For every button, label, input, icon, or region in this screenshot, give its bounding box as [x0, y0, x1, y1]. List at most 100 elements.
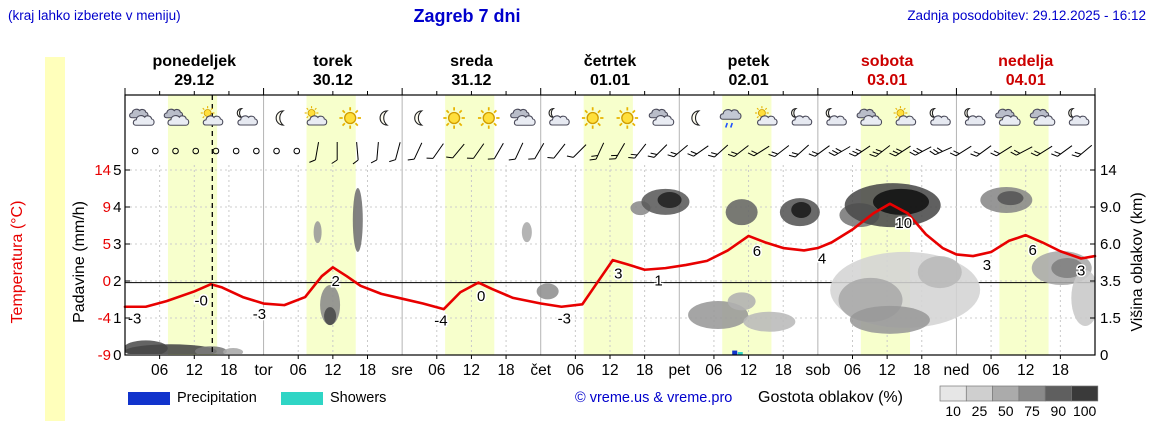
cloud-blob	[727, 292, 756, 311]
moon-cloud-icon	[790, 107, 813, 126]
wind-barb-icon	[768, 145, 790, 158]
wind-barb-icon	[727, 145, 749, 158]
wind-barb-icon	[687, 145, 709, 157]
density-tick-label: 90	[1051, 403, 1067, 419]
precip-bar	[737, 352, 743, 355]
sun-icon	[477, 107, 500, 129]
wind-barb-icon	[788, 144, 810, 158]
cloud-height-axis-tick: 1.5	[1100, 310, 1121, 327]
weather-icons	[129, 106, 1090, 129]
wind-barb-icon	[331, 142, 338, 164]
calm-wind-icon	[131, 147, 139, 155]
precipitation-swatch	[128, 392, 170, 405]
temperature-value-label: 10	[895, 215, 912, 232]
x-axis-label: 18	[1052, 362, 1069, 379]
temperature-value-label: -0	[195, 292, 208, 309]
wind-barbs	[131, 141, 1093, 165]
sun-icon	[581, 107, 604, 129]
sun-icon	[616, 107, 639, 129]
day-date: 04.01	[1006, 72, 1046, 89]
temperature-line	[123, 202, 1097, 311]
cloud-layer	[125, 183, 1095, 354]
cloud-blob	[521, 222, 532, 243]
temp-axis-tick: 14	[94, 162, 111, 179]
precipitation-label: Precipitation	[177, 390, 257, 406]
credit-link[interactable]: © vreme.us & vreme.pro	[575, 390, 733, 406]
page-title: Zagreb 7 dni	[413, 6, 521, 26]
wind-barb-icon	[487, 142, 504, 160]
day-name: nedelja	[998, 53, 1053, 70]
temperature-value-label: 0	[477, 288, 485, 305]
wind-barb-icon	[528, 142, 545, 160]
cloud-blob	[997, 191, 1024, 206]
calm-wind-icon	[152, 147, 159, 155]
axis-ticks	[124, 88, 1096, 359]
wind-barb-icon	[547, 143, 566, 159]
temp-axis-tick: -4	[98, 310, 111, 327]
cloud-blob	[1071, 270, 1095, 327]
cloud-blob	[791, 201, 812, 218]
temp-axis-tick: 0	[103, 273, 111, 290]
wind-barb-icon	[747, 145, 770, 157]
clouds-icon	[510, 108, 536, 126]
cloud-height-axis-tick: 9.0	[1100, 199, 1121, 216]
sun-cloud-icon	[200, 106, 224, 126]
wind-barb-icon	[466, 143, 485, 159]
day-date: 01.01	[590, 72, 630, 89]
x-axis-label: 12	[601, 362, 618, 379]
temperature-value-label: 6	[753, 243, 761, 260]
density-cell	[939, 385, 967, 402]
location-hint: (kraj lahko izberete v meniju)	[8, 8, 181, 23]
cloud-blob	[743, 311, 796, 332]
moon-icon	[379, 110, 389, 126]
density-tick-label: 10	[945, 403, 961, 419]
wind-barb-icon	[628, 143, 647, 159]
wind-barb-icon	[990, 145, 1012, 157]
x-axis-label: 12	[879, 362, 896, 379]
wind-barb-icon	[929, 146, 952, 156]
temp-axis-tick: 9	[103, 199, 111, 216]
calm-wind-icon	[293, 147, 301, 155]
temperature-value-label: 6	[1028, 242, 1036, 259]
wind-barb-icon	[667, 144, 688, 158]
x-axis-label: 06	[151, 362, 168, 379]
wind-barb-icon	[370, 141, 379, 164]
sun-icon	[339, 107, 361, 129]
temp-axis-tick: 5	[103, 236, 111, 253]
x-axis-label: 12	[324, 362, 341, 379]
wind-barb-icon	[426, 143, 444, 159]
sun-icon	[443, 107, 465, 129]
calm-wind-icon	[212, 147, 220, 155]
density-tick-label: 50	[998, 403, 1014, 419]
x-axis-label: čet	[530, 362, 551, 379]
cloud-blob	[352, 187, 363, 252]
showers-swatch	[281, 392, 323, 405]
wind-barb-icon	[909, 146, 932, 156]
wind-barb-icon	[848, 145, 871, 157]
x-axis-label: 06	[705, 362, 722, 379]
precip-axis-tick: 4	[113, 199, 121, 216]
clouds-icon	[995, 108, 1021, 126]
x-axis-label: 12	[740, 362, 757, 379]
x-axis-label: 06	[428, 362, 445, 379]
x-axis-label: ned	[943, 362, 969, 379]
temperature-value-label: 3	[614, 266, 622, 283]
x-axis-label: 18	[775, 362, 792, 379]
x-axis-label: sre	[391, 362, 413, 379]
density-tick-label: 75	[1024, 403, 1040, 419]
precip-axis-tick: 0	[113, 347, 121, 364]
calm-wind-icon	[172, 147, 179, 155]
cloud-blob	[125, 344, 217, 354]
cloud-blob	[917, 256, 962, 289]
sun-cloud-icon	[893, 106, 917, 126]
x-axis-label: 12	[1017, 362, 1034, 379]
cloud-blob	[657, 191, 682, 208]
temperature-value-label: 2	[331, 273, 339, 290]
cloud-blob	[849, 305, 930, 334]
wind-barb-icon	[352, 141, 359, 165]
wind-barb-icon	[1051, 145, 1073, 157]
day-name: torek	[313, 53, 352, 70]
precip-axis-title: Padavine (mm/h)	[71, 201, 88, 323]
moon-cloud-icon	[1068, 107, 1090, 126]
cloud-blob	[194, 346, 227, 354]
